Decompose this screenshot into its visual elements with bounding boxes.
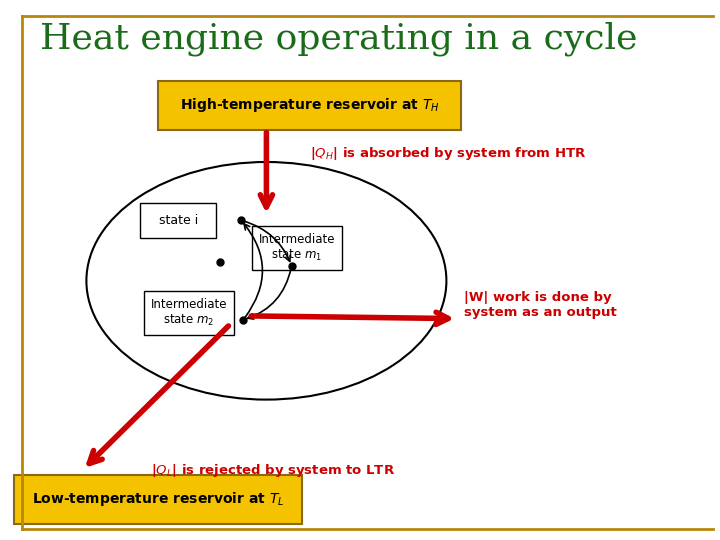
Text: Intermediate
state $m_2$: Intermediate state $m_2$: [150, 298, 228, 328]
FancyBboxPatch shape: [144, 291, 234, 335]
Text: High-temperature reservoir at $T_{H}$: High-temperature reservoir at $T_{H}$: [180, 96, 439, 114]
Text: Intermediate
state $m_1$: Intermediate state $m_1$: [258, 233, 336, 263]
FancyBboxPatch shape: [14, 475, 302, 524]
Text: |W| work is done by
system as an output: |W| work is done by system as an output: [464, 291, 617, 319]
FancyBboxPatch shape: [158, 81, 461, 130]
Text: |$Q_H$| is absorbed by system from HTR: |$Q_H$| is absorbed by system from HTR: [310, 145, 586, 163]
Text: state i: state i: [158, 213, 198, 227]
FancyBboxPatch shape: [140, 202, 216, 238]
Text: Heat engine operating in a cycle: Heat engine operating in a cycle: [40, 22, 637, 56]
Text: |$Q_L$| is rejected by system to LTR: |$Q_L$| is rejected by system to LTR: [151, 462, 395, 478]
FancyBboxPatch shape: [252, 226, 342, 270]
Text: Low-temperature reservoir at $T_{L}$: Low-temperature reservoir at $T_{L}$: [32, 490, 284, 509]
